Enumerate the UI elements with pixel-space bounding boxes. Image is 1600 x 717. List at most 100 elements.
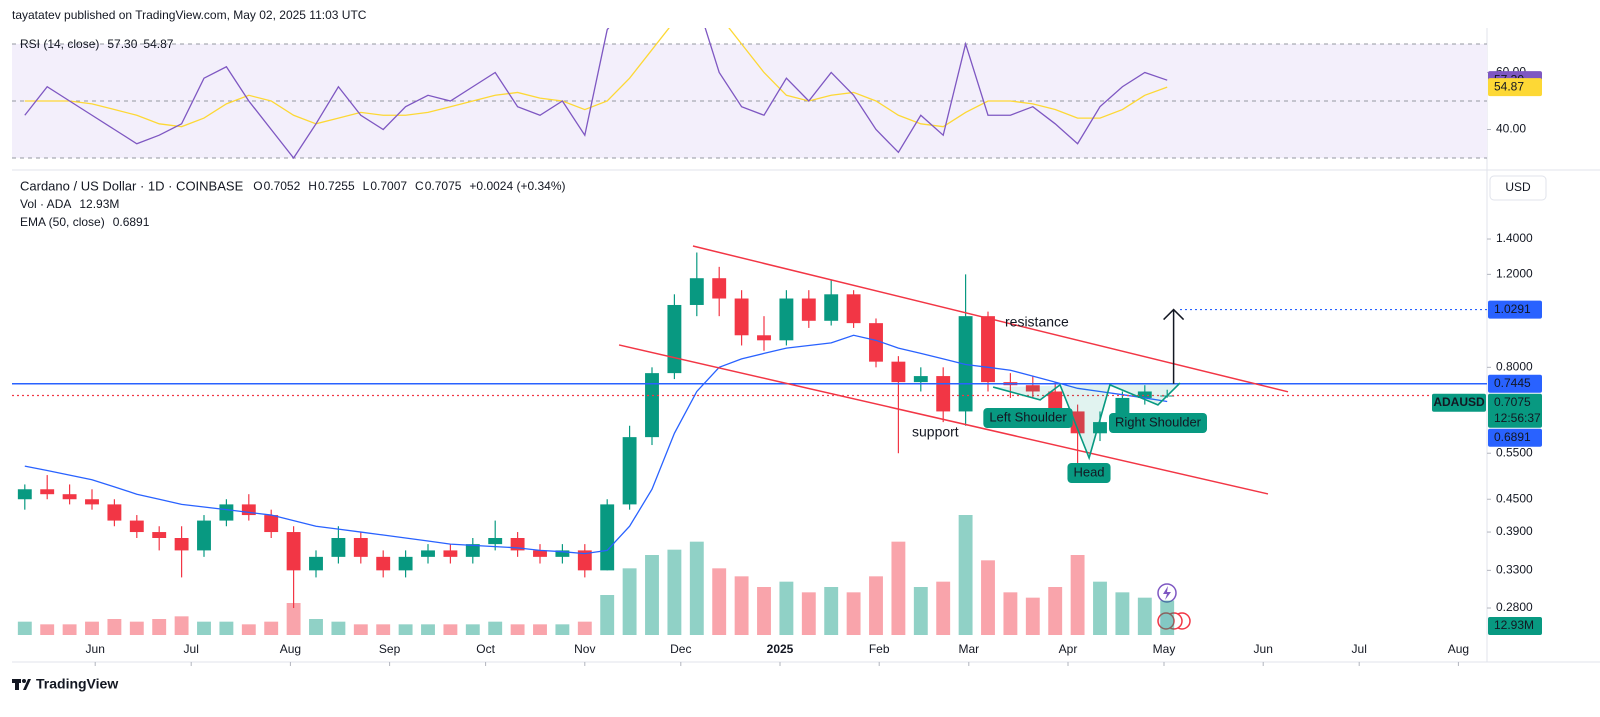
volume-bar [465,624,480,635]
brand-logo [12,679,31,690]
candle-body [824,294,839,321]
ohlc-value: 0.7255 [318,179,355,193]
volume-bar [1115,592,1130,635]
candle-body [85,499,99,505]
volume-bar [600,595,615,635]
candle-body [353,538,368,557]
rsi-tick-label: 40.00 [1496,122,1526,136]
candle-body [241,504,256,516]
target-arrow-head [1163,308,1185,321]
channel-line [618,344,1269,495]
price-badge-label: 0.7445 [1494,376,1531,390]
candle-body [62,494,77,500]
pattern-line [992,382,1181,461]
candle-body [689,278,704,305]
volume-bar [869,576,883,635]
volume-bar [891,541,906,635]
volume-bar [779,581,794,635]
annotation-label: Head [1073,464,1104,479]
volume-bar [1003,592,1018,635]
rsi-legend-value: 54.87 [143,37,173,51]
brand: TradingView [36,676,118,692]
publisher: tayatatev published on TradingView.com, … [12,8,367,22]
price-badge-countdown: 12:56:37 [1494,411,1541,425]
volume-bar [734,576,749,635]
y-tick-label: 0.4500 [1496,491,1533,505]
candle-body [1070,411,1085,434]
price-badge-label: 0.6891 [1494,430,1531,444]
annotation-box [1067,463,1111,483]
ohlc-label: H [308,179,317,193]
y-tick-label: 0.5500 [1496,445,1533,459]
volume-bar [577,621,592,635]
price-change: +0.0024 (+0.34%) [469,179,565,193]
price-pane [12,245,1487,635]
volume-bar [667,549,682,635]
x-tick-label: Sep [379,642,401,656]
candle-body [712,278,727,299]
volume-bar [510,624,525,635]
candle-body [645,373,659,438]
x-tick-label: Jul [184,642,199,656]
candle-body [309,556,323,571]
candle-body [958,316,973,412]
volume-bar [533,624,547,635]
y-tick-label: 0.3300 [1496,563,1533,577]
candle-body [398,556,413,571]
rsi-line [24,28,1168,128]
price-badge [1488,428,1542,447]
candle-body [286,532,301,571]
y-tick-label: 0.2800 [1496,600,1533,614]
x-tick-label: Mar [958,642,979,656]
volume-bar [1025,597,1040,635]
y-tick-label: 1.2000 [1496,267,1533,281]
candle-body [197,520,211,551]
volume-bar [488,621,503,635]
price-badge-label: 1.0291 [1494,302,1531,316]
symbol-title: Cardano / US Dollar · 1D · COINBASE [20,178,244,193]
volume-legend-label: Vol · ADA [20,197,71,211]
volume-bar [1160,600,1175,635]
candle-body [421,550,435,557]
candle-body [913,376,928,383]
volume-bar [622,568,637,635]
x-tick-label: Oct [476,642,495,656]
candle-body [219,504,234,521]
symbol-badge [1432,393,1486,412]
ohlc-value: 0.7052 [264,179,301,193]
candle-body [622,437,637,505]
x-tick-label: Aug [280,642,301,656]
x-tick-label: Jun [86,642,105,656]
annotation: Right Shoulder [1109,413,1207,433]
volume-bar [757,587,771,635]
candle-body [264,515,279,533]
ema-legend-value: 0.6891 [113,215,150,229]
y-tick-label: 0.3900 [1496,524,1533,538]
annotation-label: Left Shoulder [989,409,1067,424]
volume-bar [712,568,727,635]
candle-body [1048,391,1063,412]
annotation-label: Right Shoulder [1115,414,1202,429]
x-tick-label: Aug [1448,642,1469,656]
currency-box[interactable] [1489,175,1547,201]
ohlc-label: L [363,179,370,193]
candle-body [936,376,951,412]
candle-body [40,489,55,495]
volume-bar [936,581,951,635]
volume-bar [913,587,928,635]
volume-bar [443,624,458,635]
y-tick-label: 1.4000 [1496,231,1533,245]
candle-body [779,298,794,341]
ohlc-value: 0.7075 [425,179,462,193]
channel-line [692,245,1289,393]
rsi-line [24,28,1168,160]
volume-bar [801,592,816,635]
rsi-badge [1488,78,1542,97]
candle-body [17,489,32,500]
candle-body [533,550,547,557]
price-badge-label: 0.7075 [1494,395,1531,409]
candle-body [152,532,167,539]
y-tick-label: 0.8000 [1496,359,1533,373]
volume-bar [197,621,211,635]
volume-bar [62,624,77,635]
